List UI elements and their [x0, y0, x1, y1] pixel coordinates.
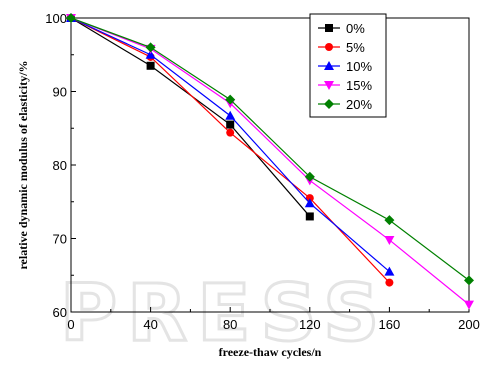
y-tick-label: 60 [53, 305, 67, 320]
data-point [305, 194, 314, 203]
data-point [145, 49, 156, 59]
x-tick-label: 120 [299, 317, 321, 332]
series-line-3 [70, 17, 470, 306]
y-tick-label: 70 [53, 232, 67, 247]
legend-label: 0% [346, 21, 365, 36]
data-point [146, 61, 155, 70]
data-point [225, 110, 236, 120]
x-tick-label: 40 [143, 317, 157, 332]
data-point [385, 278, 394, 287]
y-axis-title: relative dynamic modulus of elasticity/% [16, 60, 30, 269]
legend-marker [325, 43, 333, 51]
series-line-4 [70, 17, 470, 281]
data-point [225, 94, 236, 105]
x-tick-label: 160 [379, 317, 401, 332]
data-point [226, 120, 235, 129]
x-tick-label: 80 [223, 317, 237, 332]
data-point [226, 128, 235, 137]
data-point [66, 13, 76, 23]
y-tick-label: 90 [53, 85, 67, 100]
watermark-text: PRESS [60, 269, 389, 359]
series-line-0 [70, 17, 311, 217]
data-point [305, 212, 314, 221]
legend-label: 10% [346, 59, 372, 74]
legend-label: 5% [346, 40, 365, 55]
x-tick-label: 200 [458, 317, 480, 332]
data-point [384, 215, 395, 226]
data-point [304, 171, 315, 182]
data-point [464, 275, 474, 286]
x-axis-title: freeze-thaw cycles/n [219, 345, 322, 359]
x-tick-label: 0 [67, 317, 74, 332]
legend-marker [324, 61, 334, 70]
y-tick-label: 100 [45, 11, 67, 26]
data-point [145, 42, 156, 53]
legend-marker [325, 24, 333, 32]
data-point [304, 198, 315, 208]
legend-label: 20% [346, 97, 372, 112]
y-tick-label: 80 [53, 158, 67, 173]
data-point [384, 235, 395, 245]
data-point [384, 266, 395, 276]
legend-label: 15% [346, 78, 372, 93]
legend-marker [324, 81, 334, 90]
legend-marker [324, 99, 334, 109]
data-point [464, 300, 474, 310]
